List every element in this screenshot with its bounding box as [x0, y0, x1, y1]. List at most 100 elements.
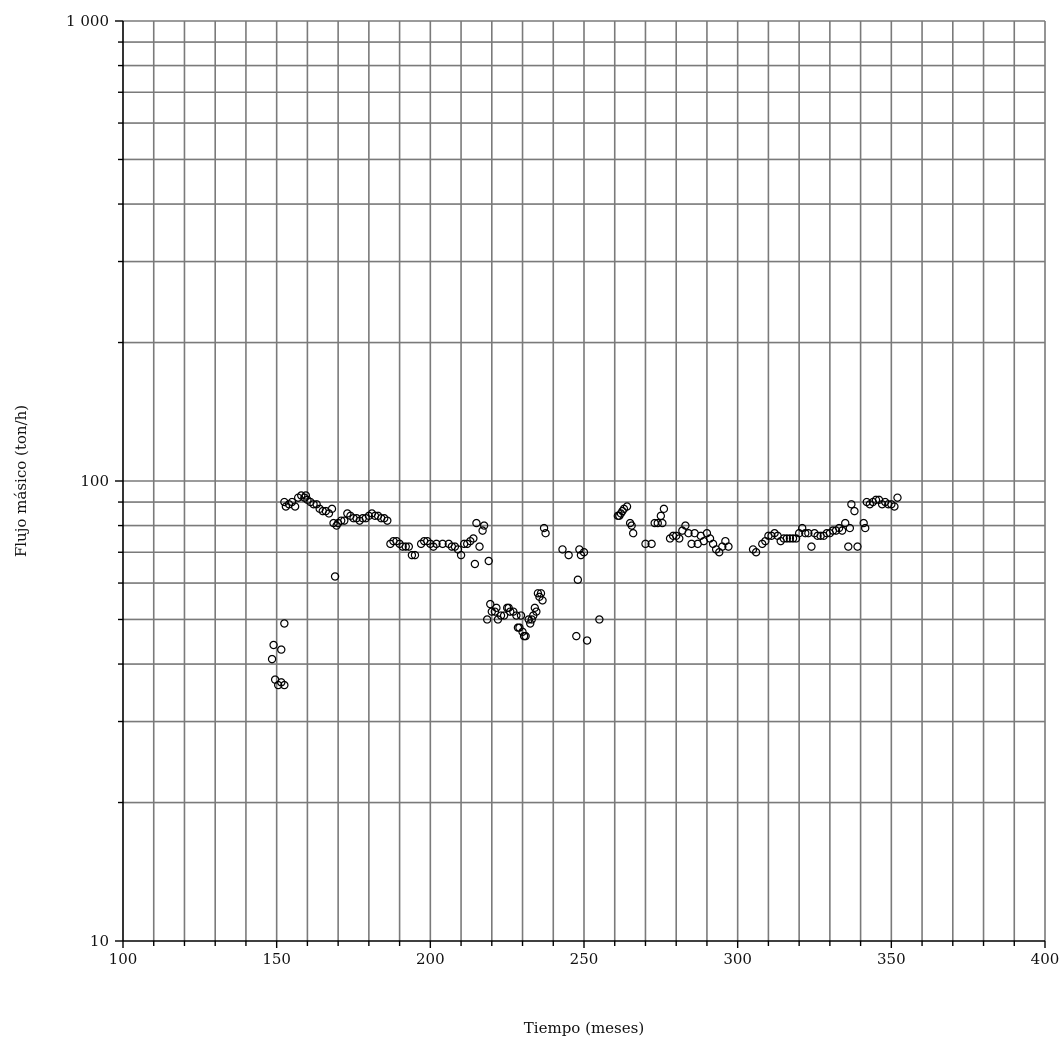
- data-point: [516, 611, 526, 620]
- data-point: [622, 502, 632, 511]
- data-point: [410, 550, 420, 560]
- data-point: [751, 548, 761, 557]
- x-tick-label: 100: [109, 950, 138, 968]
- data-point: [478, 526, 487, 535]
- data-point: [890, 502, 899, 511]
- x-axis-title: Tiempo (meses): [524, 1019, 644, 1037]
- data-point: [837, 526, 847, 535]
- data-point: [853, 542, 862, 551]
- data-point: [432, 539, 441, 549]
- data-point: [659, 504, 669, 514]
- x-axis-tick-labels: 100 150 200 250 300 350 400: [109, 950, 1060, 968]
- data-point: [675, 534, 684, 543]
- data-point: [850, 506, 859, 516]
- data-point: [280, 680, 289, 690]
- data-point: [564, 550, 573, 560]
- data-point: [340, 516, 349, 525]
- data-point: [521, 631, 530, 641]
- data-point: [527, 615, 536, 624]
- x-tick-label: 250: [570, 950, 599, 968]
- data-point: [573, 575, 583, 584]
- data-point: [681, 521, 690, 530]
- data-point: [627, 521, 636, 530]
- data-point: [532, 607, 541, 616]
- data-point: [782, 534, 792, 543]
- data-point: [479, 521, 489, 530]
- data-point: [538, 596, 547, 605]
- data-point: [486, 599, 495, 609]
- data-point: [841, 518, 850, 528]
- x-tick-label: 350: [877, 950, 906, 968]
- data-point: [788, 534, 798, 543]
- data-point: [526, 619, 535, 628]
- data-point: [398, 542, 407, 551]
- data-point: [407, 550, 417, 560]
- data-point: [330, 572, 340, 581]
- data-point: [807, 542, 816, 551]
- data-point: [859, 518, 868, 528]
- data-point: [647, 539, 656, 549]
- data-point: [472, 518, 481, 528]
- data-point: [813, 531, 822, 541]
- data-point: [845, 523, 855, 533]
- data-point: [383, 516, 392, 525]
- data-point: [404, 542, 414, 551]
- data-point: [785, 534, 795, 543]
- data-point: [309, 500, 318, 509]
- data-point: [469, 534, 478, 543]
- data-point: [327, 504, 337, 514]
- data-point: [512, 611, 521, 620]
- data-point: [456, 550, 466, 560]
- data-point: [575, 545, 584, 554]
- data-point: [499, 611, 509, 620]
- y-axis-title: Flujo másico (ton/h): [12, 405, 30, 557]
- x-tick-label: 200: [416, 950, 445, 968]
- data-point: [641, 539, 650, 549]
- data-point: [277, 645, 286, 654]
- x-tick-label: 300: [723, 950, 752, 968]
- data-point: [470, 559, 480, 569]
- data-point: [530, 603, 540, 613]
- data-point: [492, 603, 501, 613]
- y-tick-label: 10: [90, 932, 109, 950]
- data-point: [572, 631, 581, 641]
- data-point: [482, 615, 492, 624]
- data-point: [496, 611, 506, 620]
- data-point: [558, 545, 567, 554]
- data-points: [267, 491, 902, 690]
- data-point: [684, 529, 693, 538]
- data-point: [301, 491, 311, 500]
- data-point: [653, 518, 662, 528]
- y-tick-label: 100: [80, 472, 109, 490]
- data-point: [582, 636, 592, 645]
- data-point: [656, 511, 666, 521]
- data-point: [290, 502, 300, 511]
- data-point: [804, 529, 813, 538]
- x-tick-label: 400: [1031, 950, 1060, 968]
- data-point: [658, 518, 667, 528]
- data-point: [871, 495, 881, 505]
- data-point: [438, 539, 447, 549]
- data-point: [618, 506, 627, 516]
- data-point: [475, 542, 484, 551]
- y-axis-tick-labels: 10 100 1 000: [66, 12, 109, 950]
- y-tick-label: 1 000: [66, 12, 109, 30]
- data-point: [628, 529, 638, 538]
- data-point: [893, 493, 902, 502]
- data-point: [861, 523, 870, 533]
- data-point: [801, 529, 810, 538]
- data-point: [779, 534, 788, 543]
- data-point: [401, 542, 410, 551]
- data-point: [267, 654, 277, 664]
- chart-axes: [115, 20, 1046, 948]
- data-point: [579, 548, 589, 557]
- data-point: [506, 607, 515, 616]
- data-point: [490, 607, 500, 616]
- x-tick-label: 150: [262, 950, 291, 968]
- data-point: [595, 615, 604, 624]
- chart-grid: [123, 20, 1046, 941]
- data-point: [687, 539, 696, 549]
- data-point: [269, 640, 278, 650]
- data-point: [844, 542, 853, 551]
